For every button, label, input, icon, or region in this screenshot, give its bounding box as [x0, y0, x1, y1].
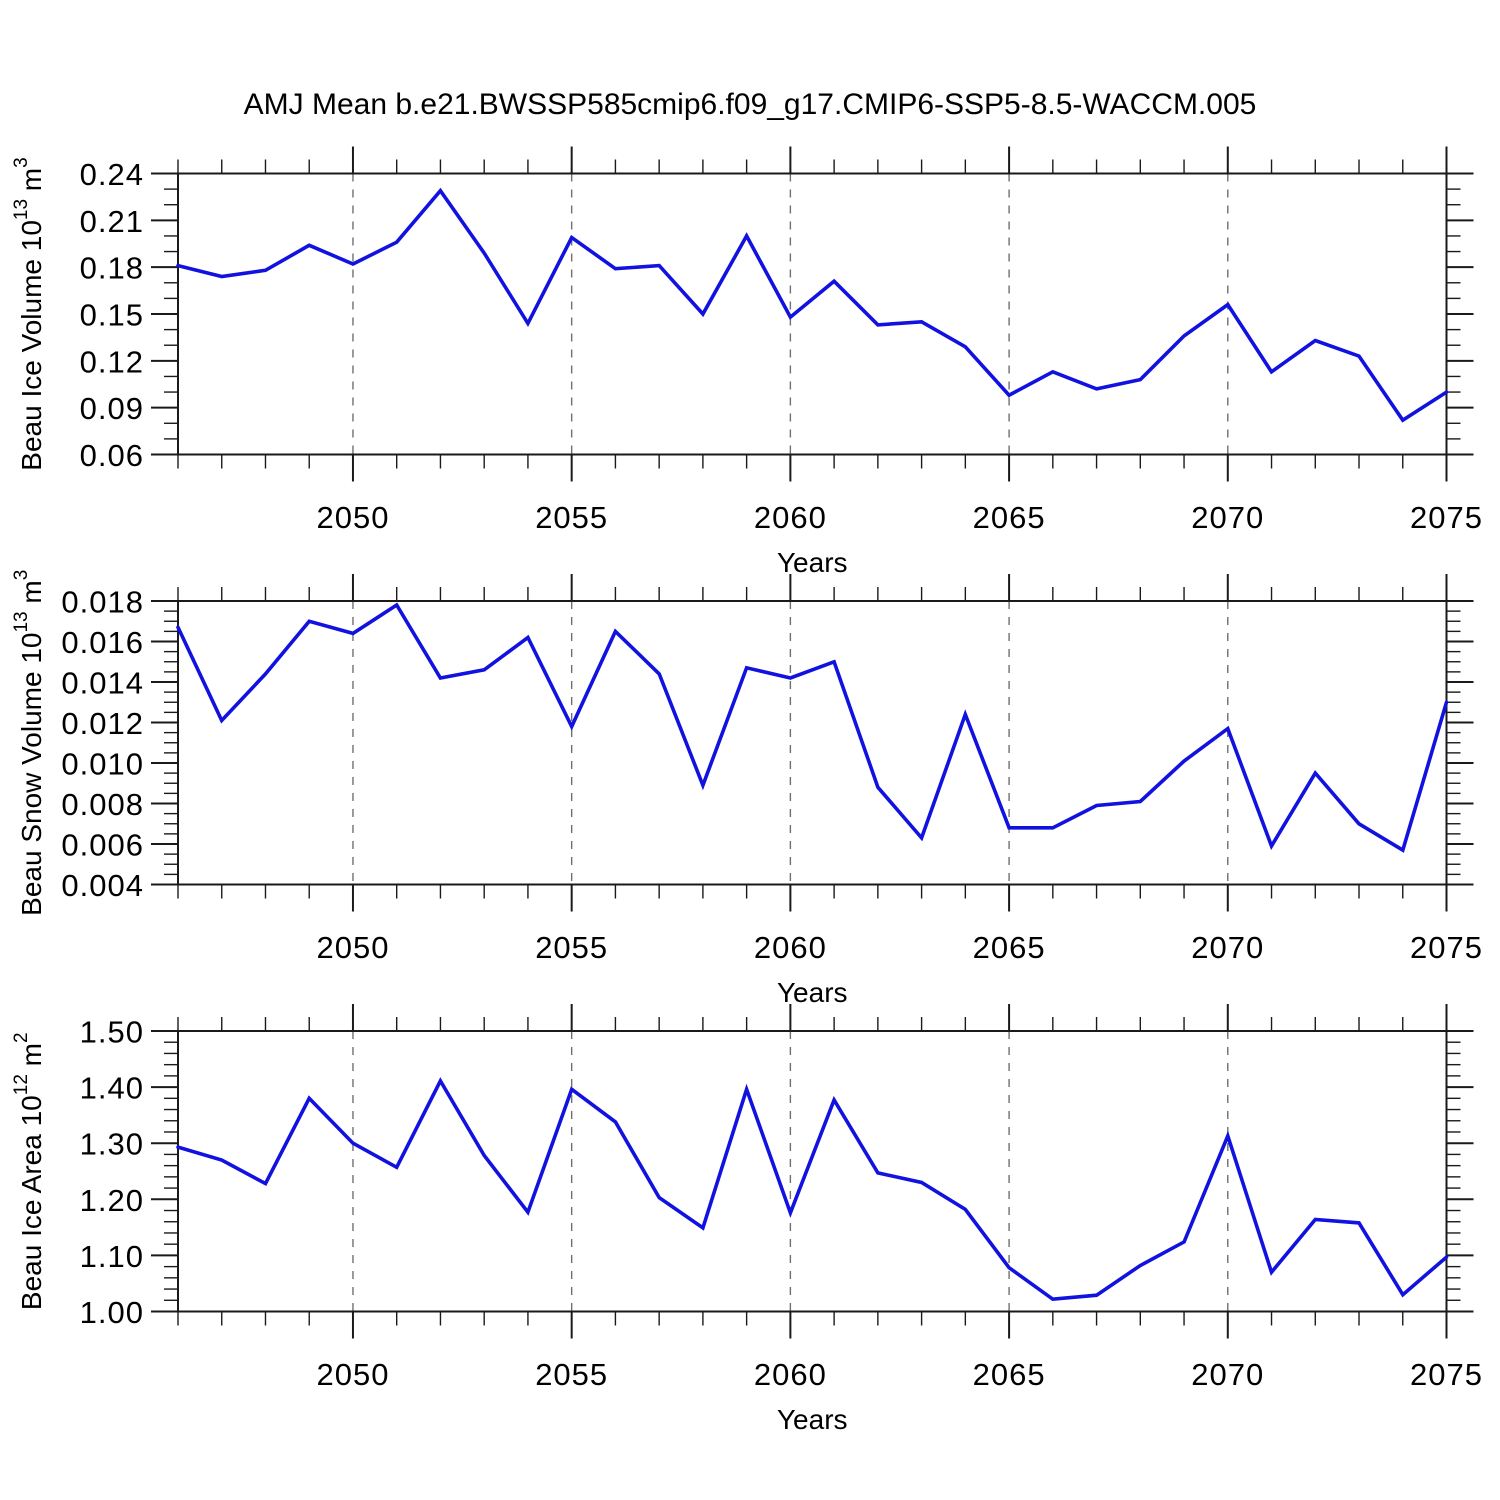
y-axis-title: Beau Ice Area 1012 m2	[11, 1032, 47, 1310]
plot-frame	[177, 1030, 1448, 1313]
x-tick-label: 2070	[1191, 1357, 1264, 1392]
x-tick-label: 2060	[754, 1357, 827, 1392]
y-tick-label: 0.004	[61, 868, 144, 903]
x-tick-label: 2075	[1410, 930, 1483, 965]
y-tick-label: 0.016	[61, 625, 144, 660]
plot-frame	[177, 600, 1448, 886]
y-tick-label: 0.06	[80, 438, 144, 473]
y-tick-label: 0.008	[61, 787, 144, 822]
x-tick-label: 2070	[1191, 500, 1264, 535]
y-tick-label: 0.18	[80, 251, 144, 286]
chart-beau-ice-volume: 0.06 0.09 0.12 0.15 0.18 0.21 0.24 2050 2055 2060…	[11, 146, 1483, 578]
figure-title: AMJ Mean b.e21.BWSSP585cmip6.f09_g17.CMI…	[244, 88, 1257, 121]
x-tick-label: 2075	[1410, 500, 1483, 535]
y-tick-label: 0.012	[61, 706, 144, 741]
y-tick-label: 1.20	[80, 1183, 144, 1218]
y-tick-label: 0.15	[80, 298, 144, 333]
y-tick-label: 1.30	[80, 1127, 144, 1162]
beau-ice-area-line	[176, 1077, 1449, 1302]
chart-beau-snow-volume: 0.004 0.006 0.008 0.010 0.012 0.014 0.016 0.018…	[11, 570, 1483, 1008]
y-tick-label: 0.018	[61, 585, 144, 620]
y-tick-label: 0.12	[80, 344, 144, 379]
y-tick-label: 0.014	[61, 666, 144, 701]
y-tick-label: 1.00	[80, 1295, 144, 1330]
x-tick-label: 2050	[316, 500, 389, 535]
x-tick-label: 2060	[754, 930, 827, 965]
y-tick-label: 0.09	[80, 391, 144, 426]
y-axis-title: Beau Ice Volume 1013 m3	[11, 157, 47, 470]
chart-beau-ice-area: 1.00 1.10 1.20 1.30 1.40 1.50 2050 2055 2060 2065…	[11, 1004, 1483, 1435]
y-tick-label: 1.10	[80, 1239, 144, 1274]
charts-root: 0.06 0.09 0.12 0.15 0.18 0.21 0.24 2050 2055 2060…	[11, 146, 1483, 1435]
x-tick-label: 2070	[1191, 930, 1264, 965]
x-tick-label: 2055	[535, 500, 608, 535]
x-tick-label: 2065	[973, 1357, 1046, 1392]
y-tick-label: 0.24	[80, 157, 144, 192]
x-tick-label: 2075	[1410, 1357, 1483, 1392]
beau-snow-volume-line	[176, 602, 1449, 853]
x-axis-title: Years	[777, 1404, 848, 1435]
x-tick-label: 2050	[316, 1357, 389, 1392]
x-tick-label: 2055	[535, 1357, 608, 1392]
y-tick-label: 0.006	[61, 828, 144, 863]
x-tick-label: 2055	[535, 930, 608, 965]
x-tick-label: 2065	[973, 930, 1046, 965]
y-tick-label: 1.50	[80, 1015, 144, 1050]
x-axis-title: Years	[777, 977, 848, 1008]
y-tick-label: 0.010	[61, 747, 144, 782]
y-axis-title: Beau Snow Volume 1013 m3	[11, 570, 47, 916]
beau-ice-volume-line	[176, 187, 1449, 423]
y-tick-label: 1.40	[80, 1071, 144, 1106]
x-tick-label: 2060	[754, 500, 827, 535]
y-tick-label: 0.21	[80, 204, 144, 239]
x-axis-title: Years	[777, 547, 848, 578]
plot-frame	[177, 172, 1448, 456]
x-tick-label: 2050	[316, 930, 389, 965]
x-tick-label: 2065	[973, 500, 1046, 535]
